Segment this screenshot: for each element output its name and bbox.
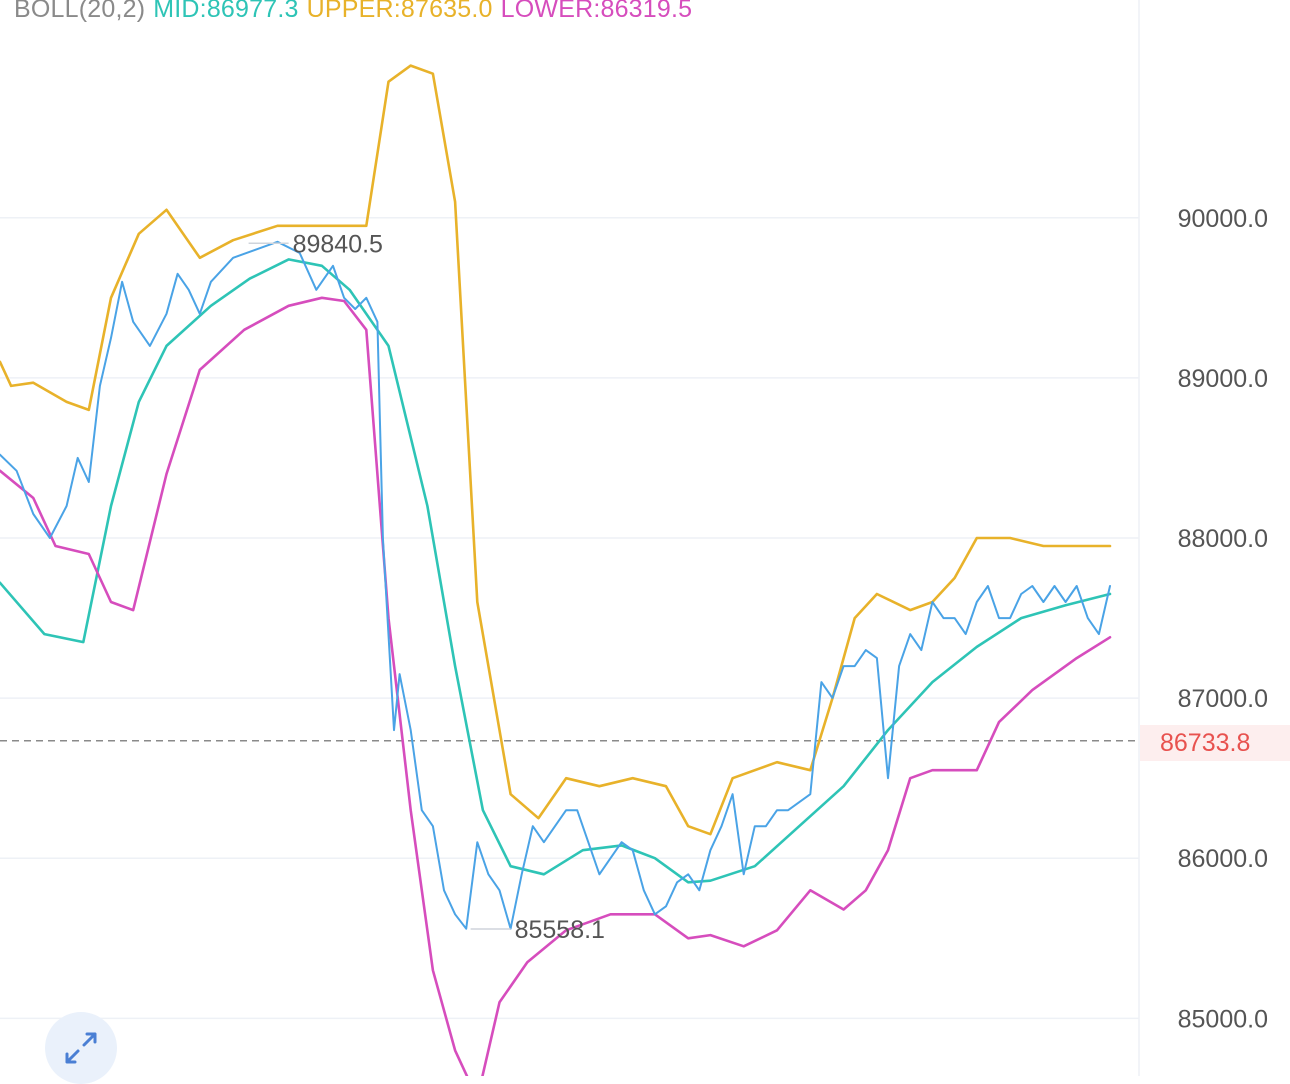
y-axis: 90000.0 89000.0 88000.0 87000.0 86000.0 85000…: [1138, 0, 1268, 1076]
extreme-label: 89840.5: [293, 230, 383, 258]
legend-indicator-name: BOLL(20,2): [14, 0, 146, 23]
legend-lower: LOWER:86319.5: [500, 0, 693, 23]
series-line-lower: [0, 296, 1112, 1076]
current-price-label: 86733.8: [1160, 729, 1251, 757]
y-tick-label: 89000.0: [1178, 365, 1268, 393]
y-tick-label: 85000.0: [1178, 1005, 1268, 1033]
series-line-upper: [0, 64, 1112, 836]
series-layer: [0, 64, 1112, 1076]
current-price-tag: 86733.8: [1140, 725, 1290, 761]
legend: BOLL(20,2) MID:86977.3 UPPER:87635.0 LOWER:…: [14, 0, 700, 24]
grid-layer: [0, 217, 1139, 1020]
y-tick-label: 87000.0: [1178, 685, 1268, 713]
y-tick-label: 88000.0: [1178, 525, 1268, 553]
legend-upper: UPPER:87635.0: [306, 0, 493, 23]
series-line-price: [0, 240, 1111, 930]
y-tick-label: 86000.0: [1178, 845, 1268, 873]
legend-mid: MID:86977.3: [153, 0, 299, 23]
extreme-label: 85558.1: [515, 916, 605, 944]
zoom-button[interactable]: [45, 1012, 117, 1084]
series-line-mid: [0, 258, 1112, 884]
annotation-layer: 89840.5 85558.1: [248, 230, 605, 944]
y-tick-label: 90000.0: [1178, 205, 1268, 233]
expand-arrows-icon: [65, 1032, 97, 1064]
